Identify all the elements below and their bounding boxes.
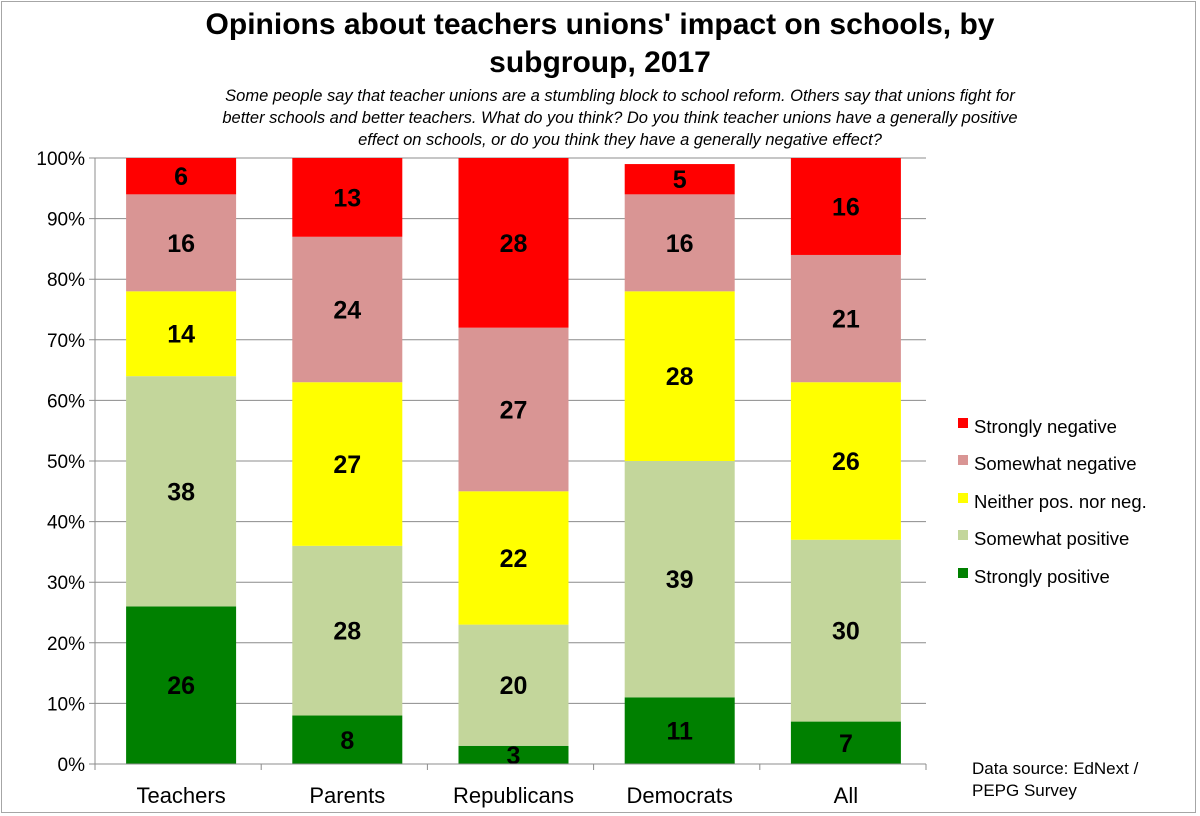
data-label: 39 bbox=[666, 566, 694, 594]
legend-swatch bbox=[958, 455, 968, 466]
legend-item: Neither pos. nor neg. bbox=[958, 483, 1147, 521]
data-label: 28 bbox=[333, 618, 361, 646]
data-label: 27 bbox=[333, 451, 361, 479]
bar-segment bbox=[126, 291, 237, 377]
chart-title: Opinions about teachers unions' impact o… bbox=[0, 6, 1200, 82]
y-tick-label: 20% bbox=[47, 634, 85, 655]
bar-segment bbox=[624, 461, 735, 698]
bar-segment bbox=[790, 539, 901, 722]
data-label: 14 bbox=[167, 321, 195, 349]
data-label: 26 bbox=[167, 672, 195, 700]
y-tick-label: 80% bbox=[47, 270, 85, 291]
bar-segment bbox=[126, 194, 237, 292]
bar-segment bbox=[292, 158, 403, 237]
legend: Strongly negative Somewhat negative Neithe… bbox=[958, 408, 1147, 596]
y-tick-label: 100% bbox=[36, 149, 85, 170]
data-label: 6 bbox=[174, 163, 188, 191]
bar-segment bbox=[292, 382, 403, 546]
bar-segment bbox=[126, 606, 237, 764]
data-label: 7 bbox=[839, 730, 853, 758]
data-label: 13 bbox=[333, 184, 361, 212]
bar-segment bbox=[126, 158, 237, 195]
legend-label: Neither pos. nor neg. bbox=[974, 490, 1147, 512]
legend-swatch bbox=[958, 492, 968, 503]
data-label: 16 bbox=[832, 193, 860, 221]
data-label: 38 bbox=[167, 478, 195, 506]
legend-swatch bbox=[958, 530, 968, 541]
data-label: 21 bbox=[832, 306, 860, 334]
y-tick-label: 10% bbox=[47, 694, 85, 715]
data-label: 24 bbox=[333, 297, 361, 325]
bar-segment bbox=[458, 491, 569, 625]
title-line: Opinions about teachers unions' impact o… bbox=[205, 8, 995, 41]
x-tick-label: Parents bbox=[309, 783, 385, 808]
legend-item: Somewhat negative bbox=[958, 446, 1147, 484]
legend-swatch bbox=[958, 567, 968, 578]
data-label: 11 bbox=[666, 718, 693, 746]
bar-segment bbox=[126, 376, 237, 607]
y-tick-label: 70% bbox=[47, 331, 85, 352]
x-tick-label: All bbox=[834, 783, 858, 808]
data-label: 16 bbox=[666, 230, 694, 258]
legend-label: Somewhat positive bbox=[974, 528, 1130, 550]
source-line: Data source: EdNext / bbox=[972, 759, 1139, 778]
bar-segment bbox=[624, 194, 735, 292]
bar-segment bbox=[790, 382, 901, 540]
x-tick-label: Teachers bbox=[136, 783, 225, 808]
legend-swatch bbox=[958, 417, 968, 428]
bar-segment bbox=[292, 545, 403, 716]
data-label: 8 bbox=[340, 727, 354, 755]
bar-segment bbox=[790, 158, 901, 255]
y-tick-label: 30% bbox=[47, 573, 85, 594]
bar-segment bbox=[458, 158, 569, 328]
bar-segment bbox=[292, 715, 403, 764]
y-tick-label: 50% bbox=[47, 452, 85, 473]
data-label: 28 bbox=[666, 363, 694, 391]
data-label: 26 bbox=[832, 448, 860, 476]
title-line: subgroup, 2017 bbox=[489, 46, 711, 79]
data-label: 22 bbox=[500, 545, 528, 573]
subtitle-line: better schools and better teachers. What… bbox=[222, 109, 1018, 127]
subtitle-line: Some people say that teacher unions are … bbox=[225, 87, 1015, 105]
data-label: 30 bbox=[832, 618, 860, 646]
bar-segment bbox=[790, 721, 901, 764]
chart-subtitle: Some people say that teacher unions are … bbox=[100, 85, 1140, 151]
legend-label: Strongly negative bbox=[974, 415, 1117, 437]
data-label: 27 bbox=[500, 396, 528, 424]
y-tick-label: 0% bbox=[58, 755, 86, 776]
bar-segment bbox=[624, 291, 735, 461]
y-tick-label: 40% bbox=[47, 513, 85, 534]
data-label: 5 bbox=[673, 166, 687, 194]
legend-item: Strongly positive bbox=[958, 558, 1147, 596]
subtitle-line: effect on schools, or do you think they … bbox=[358, 131, 882, 149]
legend-label: Somewhat negative bbox=[974, 453, 1137, 475]
data-label: 28 bbox=[500, 230, 528, 258]
bar-segment bbox=[624, 697, 735, 764]
source-line: PEPG Survey bbox=[972, 781, 1077, 800]
bar-segment bbox=[624, 164, 735, 195]
x-tick-label: Republicans bbox=[453, 783, 574, 808]
legend-label: Strongly positive bbox=[974, 565, 1110, 587]
y-tick-label: 60% bbox=[47, 391, 85, 412]
bar-segment bbox=[790, 254, 901, 383]
data-label: 16 bbox=[167, 230, 195, 258]
x-tick-label: Democrats bbox=[627, 783, 733, 808]
bar-segment bbox=[292, 236, 403, 383]
legend-item: Somewhat positive bbox=[958, 521, 1147, 559]
bar-segment bbox=[458, 624, 569, 746]
bar-segment bbox=[458, 745, 569, 764]
data-label: 3 bbox=[507, 742, 521, 770]
y-tick-label: 90% bbox=[47, 210, 85, 231]
data-source-note: Data source: EdNext / PEPG Survey bbox=[972, 758, 1138, 802]
legend-item: Strongly negative bbox=[958, 408, 1147, 446]
bar-segment bbox=[458, 327, 569, 492]
data-label: 20 bbox=[500, 672, 528, 700]
